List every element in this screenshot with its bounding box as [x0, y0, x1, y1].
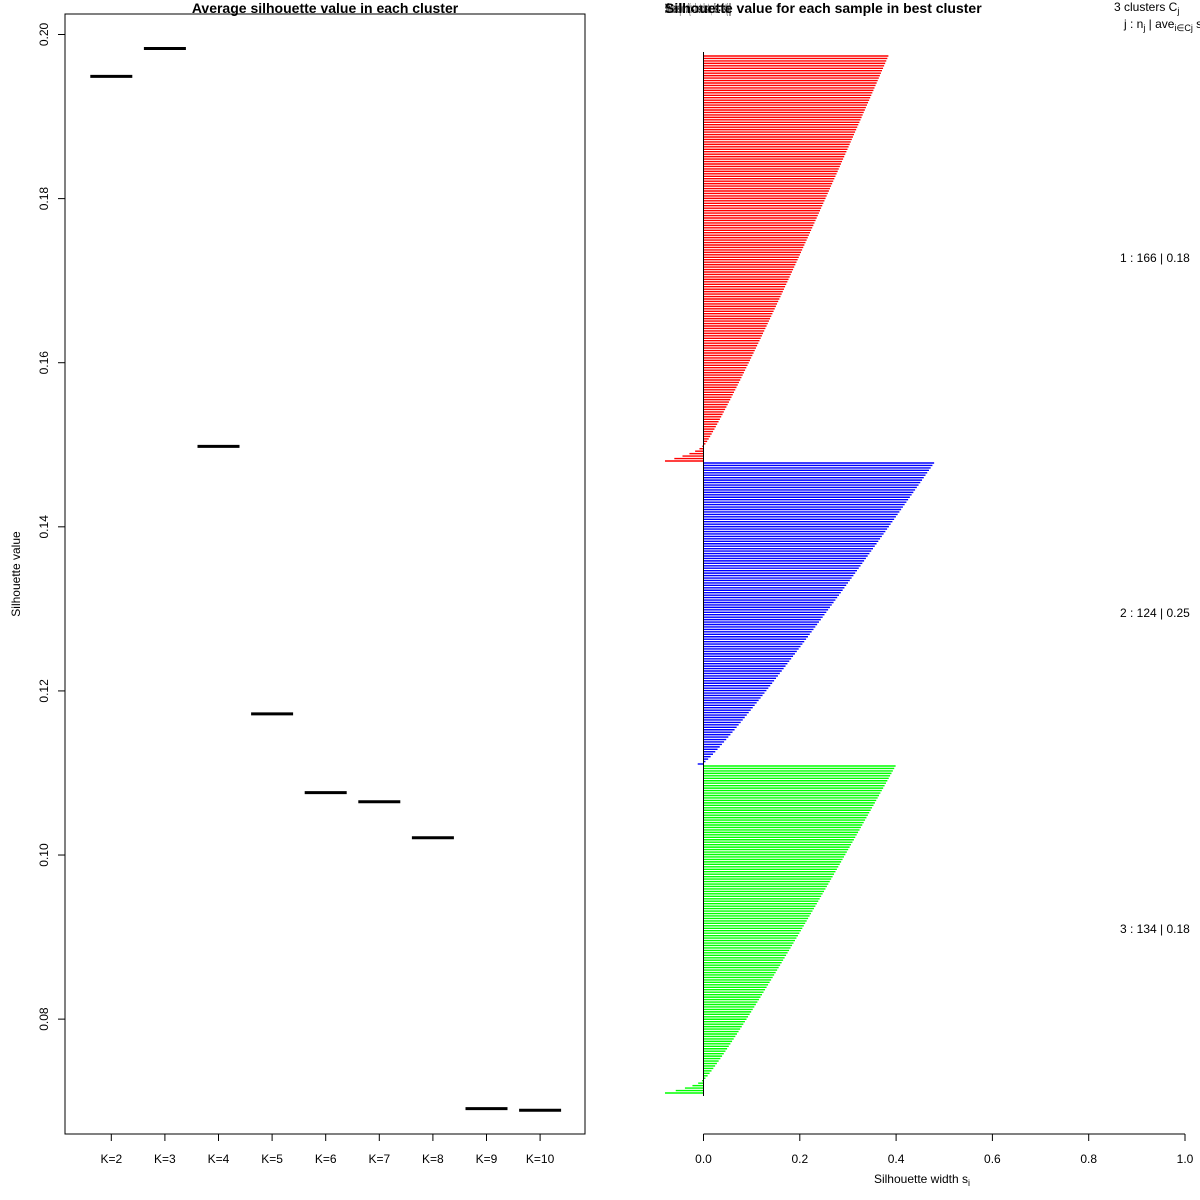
- legend-header-line1: 3 clusters Cj: [1114, 0, 1179, 16]
- right-x-tick-label: 0.2: [791, 1152, 808, 1166]
- left-x-tick-label: K=2: [100, 1152, 122, 1166]
- left-y-tick-label: 0.10: [37, 843, 51, 867]
- left-x-tick-label: K=7: [368, 1152, 390, 1166]
- right-x-tick-label: 0.0: [695, 1152, 712, 1166]
- cluster-1-summary: 1 : 166 | 0.18: [1120, 251, 1190, 265]
- left-series-marks: [90, 46, 562, 1112]
- right-panel: Silhouette plot of (x = best.cluster, di…: [664, 0, 1200, 1188]
- cluster-3-bars: [664, 765, 896, 1094]
- cluster-legend-header: 3 clusters Cj j : nj | avei∈Cj si: [1114, 0, 1200, 33]
- left-y-axis-label: Silhouette value: [9, 531, 23, 617]
- cluster-3-summary: 3 : 134 | 0.18: [1120, 922, 1190, 936]
- left-y-tick-label: 0.16: [37, 351, 51, 375]
- left-x-tick-label: K=5: [261, 1152, 283, 1166]
- silhouette-bars: [664, 55, 935, 1094]
- left-chart-title: Average silhouette value in each cluster: [192, 0, 459, 16]
- right-x-axis-label: Silhouette width si: [874, 1172, 970, 1188]
- left-plot-frame: [64, 13, 586, 1135]
- right-chart-title: Silhouette value for each sample in best…: [665, 0, 982, 16]
- right-chart-title-overlap: Silhouette plot of (x = best.cluster, di…: [665, 0, 731, 16]
- left-y-tick-label: 0.12: [37, 679, 51, 703]
- left-x-tick-label: K=8: [422, 1152, 444, 1166]
- left-y-tick-label: 0.14: [37, 515, 51, 539]
- left-x-tick-label: K=3: [154, 1152, 176, 1166]
- left-panel: Average silhouette value in each cluster…: [9, 0, 586, 1166]
- right-x-axis: 0.0 0.2 0.4 0.6 0.8 1.0: [695, 1133, 1194, 1166]
- right-x-tick-label: 1.0: [1177, 1152, 1194, 1166]
- left-x-tick-label: K=9: [476, 1152, 498, 1166]
- left-x-axis: K=2 K=3 K=4 K=5 K=6 K=7 K=8 K=9 K=10: [100, 1134, 555, 1166]
- cluster-2-bars: [697, 462, 935, 765]
- legend-header-line2: j : nj | avei∈Cj si: [1123, 17, 1200, 33]
- right-x-tick-label: 0.6: [984, 1152, 1001, 1166]
- left-x-tick-label: K=4: [208, 1152, 230, 1166]
- left-x-tick-label: K=10: [526, 1152, 555, 1166]
- right-x-tick-label: 0.8: [1080, 1152, 1097, 1166]
- left-y-axis: 0.08 0.10 0.12 0.14 0.16 0.18 0.20: [37, 23, 65, 1031]
- left-y-tick-label: 0.18: [37, 187, 51, 211]
- left-x-tick-label: K=6: [315, 1152, 337, 1166]
- right-x-tick-label: 0.4: [888, 1152, 905, 1166]
- left-y-tick-label: 0.08: [37, 1007, 51, 1031]
- cluster-1-bars: [664, 55, 889, 462]
- cluster-2-summary: 2 : 124 | 0.25: [1120, 606, 1190, 620]
- left-y-tick-label: 0.20: [37, 23, 51, 47]
